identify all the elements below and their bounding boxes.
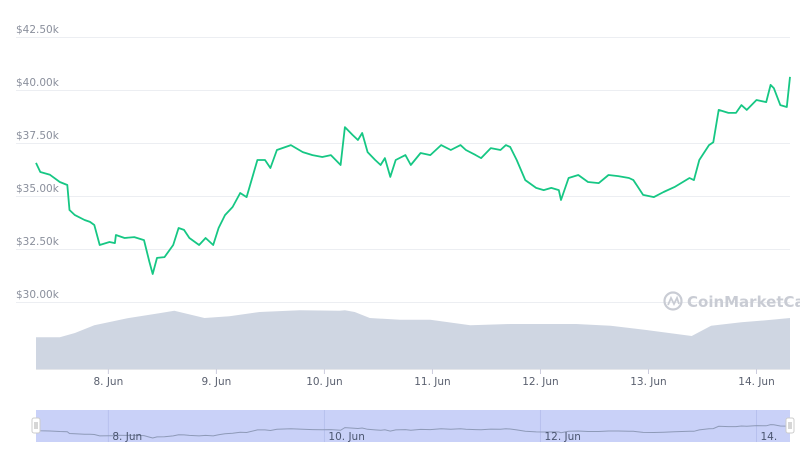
x-tick-label: 9. Jun [202, 376, 232, 388]
y-tick-label: $32.50k [16, 236, 60, 248]
navigator-tick-label: 10. Jun [328, 431, 364, 443]
price-line [35, 76, 791, 275]
y-tick-label: $40.00k [16, 77, 60, 89]
y-axis-labels: $30.00k $32.50k $35.00k $37.50k $40.00k … [16, 24, 60, 301]
x-tick-label: 8. Jun [93, 376, 123, 388]
y-tick-label: $37.50k [16, 130, 60, 142]
navigator-tick-label: 14. [761, 431, 778, 443]
x-tick-label: 11. Jun [414, 376, 450, 388]
x-tick-label: 13. Jun [630, 376, 666, 388]
navigator-line [35, 423, 791, 439]
logo-mark [667, 295, 680, 307]
navigator[interactable]: 8. Jun 10. Jun 12. Jun 14. [31, 410, 795, 443]
x-tick-label: 14. Jun [738, 376, 774, 388]
watermark-text: CoinMarketCap [687, 293, 800, 311]
x-tick-label: 12. Jun [522, 376, 558, 388]
y-tick-label: $42.50k [16, 24, 60, 36]
y-tick-label: $30.00k [16, 289, 60, 301]
navigator-left-handle[interactable] [31, 417, 41, 434]
coinmarketcap-logo-icon [663, 291, 683, 311]
volume-area [36, 310, 790, 369]
y-tick-label: $35.00k [16, 183, 60, 195]
gridlines [16, 37, 790, 303]
navigator-right-handle[interactable] [785, 417, 795, 434]
navigator-tick-label: 12. Jun [544, 431, 580, 443]
watermark-logo: CoinMarketCap [663, 291, 800, 311]
navigator-tick-label: 8. Jun [112, 431, 142, 443]
x-tick-label: 10. Jun [306, 376, 342, 388]
x-axis: 8. Jun 9. Jun 10. Jun 11. Jun 12. Jun 13… [93, 369, 775, 388]
